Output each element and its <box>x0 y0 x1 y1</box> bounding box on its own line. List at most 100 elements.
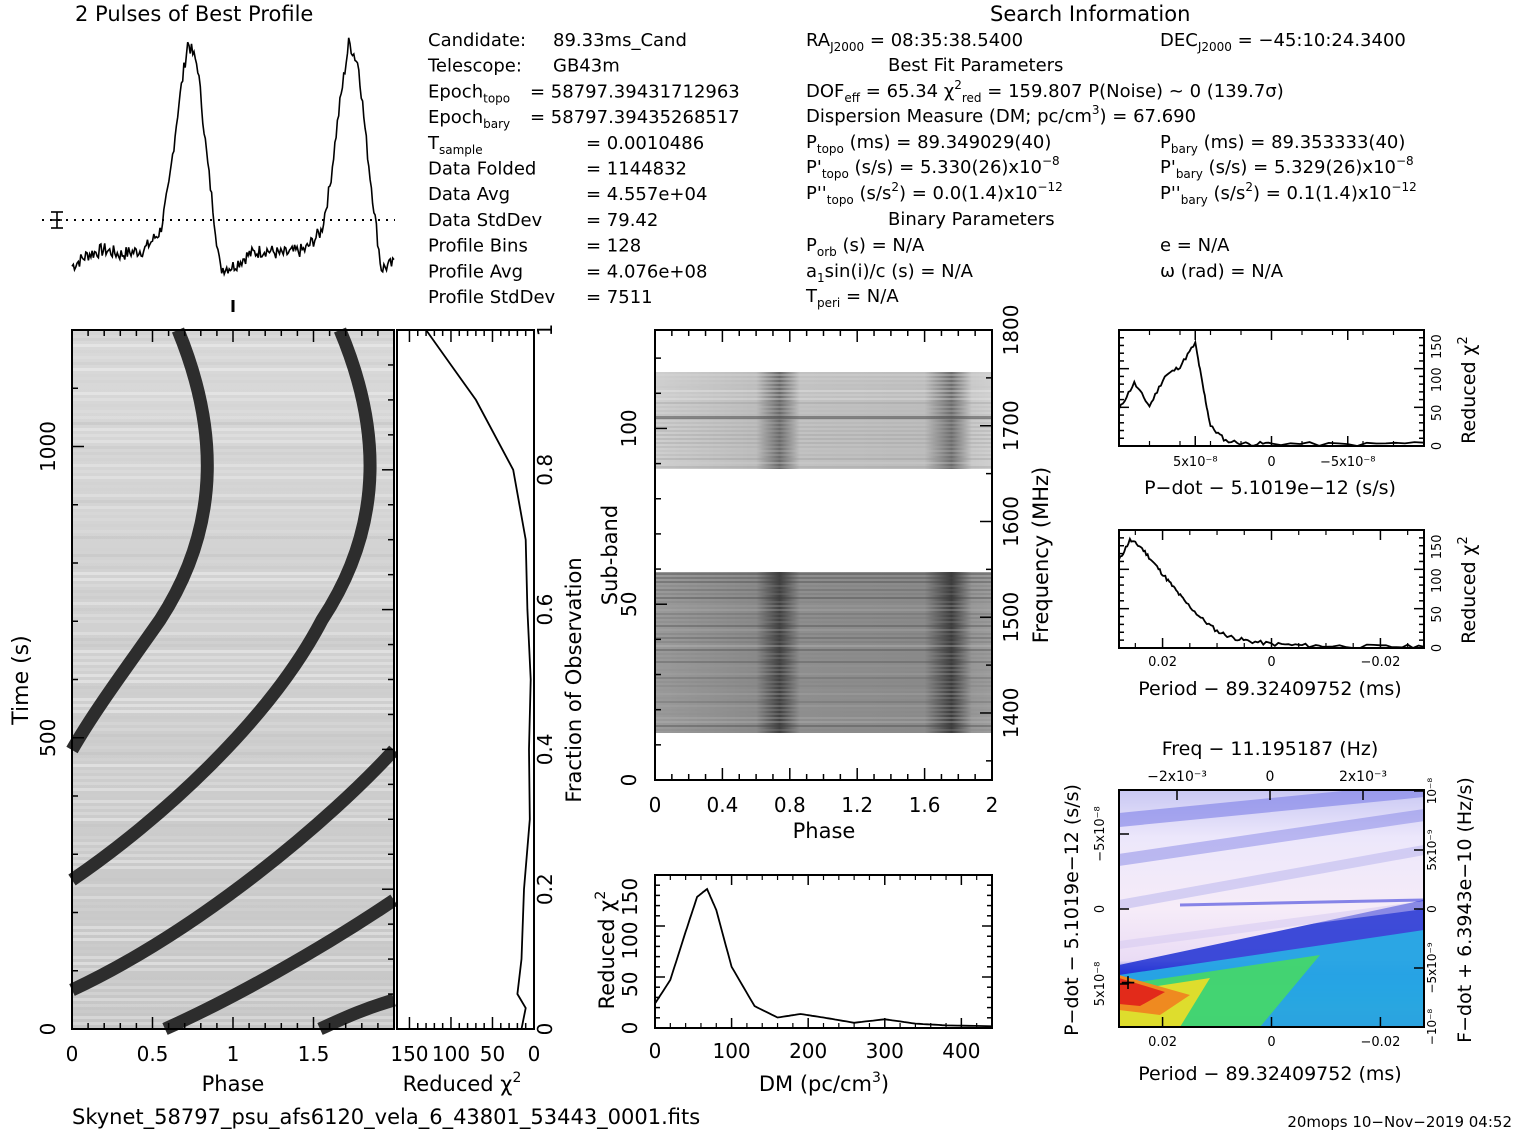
tick-label: 100 <box>432 1042 470 1066</box>
subband-row <box>655 462 992 464</box>
noise-row <box>72 440 394 443</box>
subband-row <box>655 414 992 416</box>
subband-row <box>655 629 992 631</box>
subband-row <box>655 430 992 432</box>
noise-row <box>72 752 394 755</box>
tick-label: 2 <box>986 793 999 817</box>
subband-row <box>655 410 992 412</box>
dm-plot <box>654 874 993 1029</box>
info-left-label: Data StdDev <box>428 210 543 231</box>
subband-row <box>655 661 992 663</box>
noise-row <box>72 1010 394 1013</box>
subband-row <box>655 402 992 404</box>
noise-row <box>72 722 394 725</box>
tick-label: 0 <box>649 793 662 817</box>
subband-row <box>655 374 992 376</box>
info-left-value: = 58797.39435268517 <box>530 107 740 128</box>
subband-axis-label: Sub-band <box>598 505 622 605</box>
time-phase-plot <box>66 327 399 1035</box>
noise-row <box>72 530 394 533</box>
tick-label: 0 <box>1266 769 1275 785</box>
tick-label: 0 <box>649 1039 662 1063</box>
dec-text: DECJ2000 = −45:10:24.3400 <box>1160 30 1406 54</box>
tick-label: 200 <box>789 1039 827 1063</box>
tick-label: 1.2 <box>841 793 873 817</box>
info-left-label: Profile Bins <box>428 236 528 257</box>
noise-row <box>72 866 394 869</box>
noise-row <box>72 986 394 989</box>
chi2-fraction-ticks <box>408 330 535 1029</box>
tick-label: 0.8 <box>533 454 557 486</box>
tick-label: 0.6 <box>533 594 557 626</box>
tick-label: 1 <box>533 324 557 337</box>
ppdot-pdot-labels: 5x10⁻⁸ 0 −5x10⁻⁸ <box>1093 806 1108 1006</box>
tick-label: 50 <box>618 972 642 997</box>
dm-axis-label: DM (pc/cm3) <box>759 1070 889 1096</box>
subband-row <box>655 581 992 583</box>
error-bar <box>51 211 63 229</box>
tick-label: −5x10⁻⁸ <box>1093 806 1108 861</box>
noise-row <box>72 590 394 593</box>
ptopo-text: Ptopo (ms) = 89.349029(40) <box>806 132 1051 156</box>
chi2-fraction-plot <box>396 329 535 1030</box>
info-left-column: Candidate: 89.33ms_Cand Telescope: GB43m Epo… <box>427 30 740 308</box>
period-chi2-axis: Reduced χ2 <box>1456 536 1480 644</box>
noise-row <box>72 548 394 551</box>
tick-label: −10⁻⁸ <box>1425 1009 1439 1046</box>
timestamp-text: 20mops 10−Nov−2019 04:52 <box>1287 1113 1512 1131</box>
subband-row <box>655 721 992 723</box>
subband-row <box>655 577 992 579</box>
period-axis-label: Period − 89.32409752 (ms) <box>1138 678 1401 700</box>
subband-row <box>655 701 992 703</box>
info-left-label: Profile StdDev <box>428 287 556 308</box>
subband-row <box>655 677 992 679</box>
noise-row <box>72 650 394 653</box>
ppdot-period-labels: 0.02 0 −0.02 <box>1148 1035 1400 1050</box>
dm-ticks <box>654 874 992 1029</box>
info-middle-column: RAJ2000 = 08:35:38.5400 Best Fit Paramet… <box>805 30 1284 310</box>
noise-row <box>72 830 394 833</box>
noise-row <box>72 818 394 821</box>
tick-label: −0.02 <box>1361 655 1401 670</box>
subband-row <box>655 625 992 627</box>
info-left-value: 89.33ms_Cand <box>553 30 687 51</box>
noise-row <box>72 686 394 689</box>
info-left-value: = 7511 <box>586 287 653 308</box>
tick-label: 300 <box>866 1039 904 1063</box>
noise-stripes <box>72 332 394 1025</box>
noise-row <box>72 860 394 863</box>
tick-label: 1000 <box>36 421 60 472</box>
noise-row <box>72 710 394 713</box>
chi2-axis-label: Reduced χ2 <box>403 1070 522 1096</box>
tick-label: 50 <box>1430 606 1445 623</box>
tick-label: 0 <box>533 1023 557 1036</box>
tick-label: 0 <box>1430 442 1445 450</box>
tick-label: −0.02 <box>1361 1035 1401 1050</box>
best-fit-marker: + <box>1120 970 1137 994</box>
search-title: Search Information <box>990 2 1190 26</box>
tick-label: 0 <box>618 1022 642 1035</box>
fdot-axis: F−dot + 6.3943e−10 (Hz/s) <box>1454 777 1476 1043</box>
subband-row <box>655 442 992 444</box>
noise-row <box>72 434 394 437</box>
binary-heading: Binary Parameters <box>888 209 1055 230</box>
info-left-label: Candidate: <box>428 30 526 51</box>
tick-label: 10⁻⁸ <box>1425 778 1439 805</box>
subband-row <box>655 585 992 587</box>
tick-label: 5x10⁻⁸ <box>1093 962 1108 1007</box>
a1sini-text: a1sin(i)/c (s) = N/A <box>806 261 974 285</box>
freq-title: Freq − 11.195187 (Hz) <box>1162 738 1379 760</box>
noise-row <box>72 812 394 815</box>
tick-label: −5x10⁻⁸ <box>1320 455 1375 470</box>
chi2-fraction-line <box>425 329 532 1030</box>
noise-row <box>72 398 394 401</box>
subband-row <box>655 689 992 691</box>
subband-row <box>655 601 992 603</box>
noise-row <box>72 632 394 635</box>
subband-row <box>655 705 992 707</box>
noise-row <box>72 716 394 719</box>
noise-row <box>72 698 394 701</box>
dm-chi2-axis-label: Reduced χ2 <box>593 891 619 1010</box>
noise-row <box>72 344 394 347</box>
pddot-topo-text: P''topo (s/s2) = 0.0(1.4)x10−12 <box>806 180 1063 207</box>
